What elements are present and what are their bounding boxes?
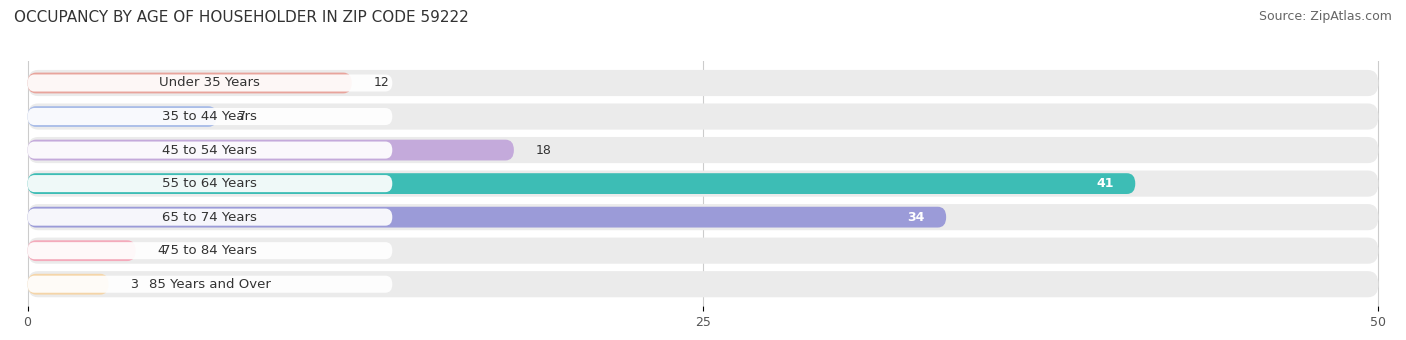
FancyBboxPatch shape <box>28 175 392 192</box>
FancyBboxPatch shape <box>28 242 392 259</box>
Text: 55 to 64 Years: 55 to 64 Years <box>163 177 257 190</box>
Text: 45 to 54 Years: 45 to 54 Years <box>163 143 257 156</box>
FancyBboxPatch shape <box>28 140 513 160</box>
FancyBboxPatch shape <box>28 238 1378 264</box>
Text: Source: ZipAtlas.com: Source: ZipAtlas.com <box>1258 10 1392 23</box>
Text: 3: 3 <box>131 278 138 291</box>
FancyBboxPatch shape <box>28 173 1135 194</box>
Text: 35 to 44 Years: 35 to 44 Years <box>163 110 257 123</box>
FancyBboxPatch shape <box>28 240 135 261</box>
Text: 85 Years and Over: 85 Years and Over <box>149 278 271 291</box>
Text: 75 to 84 Years: 75 to 84 Years <box>163 244 257 257</box>
Text: 18: 18 <box>536 143 551 156</box>
FancyBboxPatch shape <box>28 73 352 94</box>
FancyBboxPatch shape <box>28 209 392 226</box>
FancyBboxPatch shape <box>28 103 1378 130</box>
FancyBboxPatch shape <box>28 207 946 227</box>
FancyBboxPatch shape <box>28 137 1378 163</box>
Text: Under 35 Years: Under 35 Years <box>159 76 260 89</box>
FancyBboxPatch shape <box>28 74 392 91</box>
Text: 7: 7 <box>238 110 246 123</box>
FancyBboxPatch shape <box>28 271 1378 297</box>
Text: 65 to 74 Years: 65 to 74 Years <box>163 211 257 224</box>
Text: 4: 4 <box>157 244 165 257</box>
Text: 12: 12 <box>374 76 389 89</box>
FancyBboxPatch shape <box>28 274 108 294</box>
Text: OCCUPANCY BY AGE OF HOUSEHOLDER IN ZIP CODE 59222: OCCUPANCY BY AGE OF HOUSEHOLDER IN ZIP C… <box>14 10 468 25</box>
FancyBboxPatch shape <box>28 106 217 127</box>
FancyBboxPatch shape <box>28 141 392 158</box>
FancyBboxPatch shape <box>28 276 392 293</box>
FancyBboxPatch shape <box>28 204 1378 230</box>
Text: 41: 41 <box>1097 177 1114 190</box>
FancyBboxPatch shape <box>28 70 1378 96</box>
FancyBboxPatch shape <box>28 108 392 125</box>
Text: 34: 34 <box>907 211 925 224</box>
FancyBboxPatch shape <box>28 171 1378 197</box>
